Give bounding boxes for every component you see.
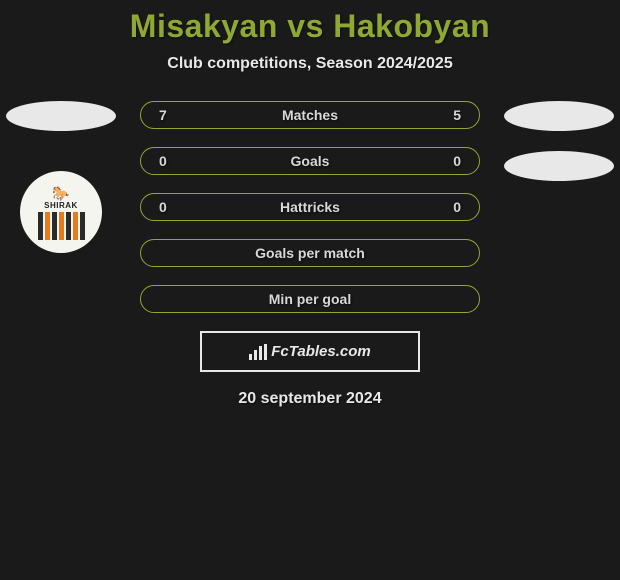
stat-label: Goals per match bbox=[179, 245, 441, 261]
stat-row-min-per-goal: Min per goal bbox=[140, 285, 480, 313]
stat-label: Hattricks bbox=[179, 199, 441, 215]
club-stripes bbox=[38, 212, 85, 240]
comparison-card: Misakyan vs Hakobyan Club competitions, … bbox=[0, 0, 620, 408]
player-avatar-left bbox=[6, 101, 116, 131]
stat-label: Min per goal bbox=[179, 291, 441, 307]
stat-label: Matches bbox=[179, 107, 441, 123]
club-name: SHIRAK bbox=[44, 201, 78, 210]
content-area: 🐎 SHIRAK 7 Matches 5 0 Goals 0 0 bbox=[0, 101, 620, 408]
page-title: Misakyan vs Hakobyan bbox=[0, 8, 620, 45]
stat-row-hattricks: 0 Hattricks 0 bbox=[140, 193, 480, 221]
page-subtitle: Club competitions, Season 2024/2025 bbox=[0, 55, 620, 73]
horse-icon: 🐎 bbox=[52, 186, 69, 200]
stat-right-value: 0 bbox=[441, 153, 461, 169]
stat-rows: 7 Matches 5 0 Goals 0 0 Hattricks 0 Goal… bbox=[140, 101, 480, 313]
stat-row-matches: 7 Matches 5 bbox=[140, 101, 480, 129]
stat-row-goals: 0 Goals 0 bbox=[140, 147, 480, 175]
brand-box[interactable]: FcTables.com bbox=[200, 331, 420, 372]
stat-left-value: 0 bbox=[159, 153, 179, 169]
player-avatar-right-1 bbox=[504, 101, 614, 131]
player-avatar-right-2 bbox=[504, 151, 614, 181]
stat-right-value: 0 bbox=[441, 199, 461, 215]
chart-icon bbox=[249, 344, 267, 360]
stat-label: Goals bbox=[179, 153, 441, 169]
brand-text: FcTables.com bbox=[271, 343, 370, 360]
club-badge-left: 🐎 SHIRAK bbox=[20, 171, 102, 253]
date-label: 20 september 2024 bbox=[0, 390, 620, 408]
stat-right-value: 5 bbox=[441, 107, 461, 123]
stat-left-value: 0 bbox=[159, 199, 179, 215]
stat-left-value: 7 bbox=[159, 107, 179, 123]
stat-row-goals-per-match: Goals per match bbox=[140, 239, 480, 267]
